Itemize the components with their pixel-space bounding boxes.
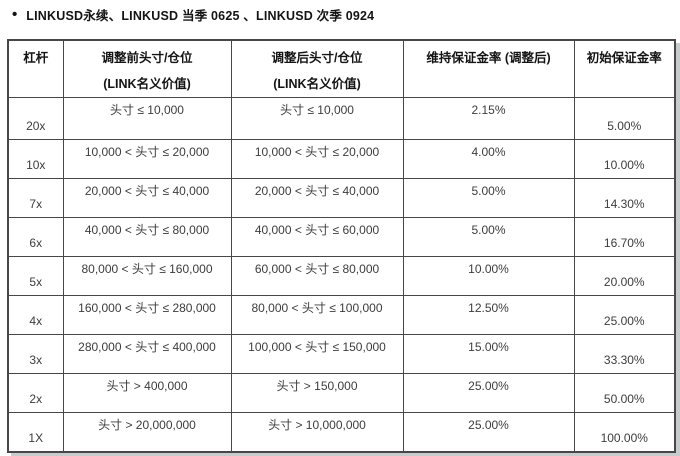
position-before-cell: 10,000 < 头寸 ≤ 20,000 bbox=[62, 139, 232, 179]
initial-margin-cell: 16.70% bbox=[573, 217, 676, 257]
maintenance-margin-cell: 5.00% bbox=[402, 217, 575, 257]
position-after-cell: 100,000 < 头寸 ≤ 150,000 bbox=[230, 334, 404, 374]
column-header-leverage: 杠杆 bbox=[7, 39, 64, 98]
maintenance-margin-cell: 15.00% bbox=[402, 334, 575, 374]
leverage-cell: 5x bbox=[7, 256, 64, 296]
table-row: 3x 280,000 < 头寸 ≤ 400,000 100,000 < 头寸 ≤… bbox=[7, 334, 676, 374]
initial-margin-cell: 5.00% bbox=[573, 97, 676, 140]
initial-margin-cell: 50.00% bbox=[573, 373, 676, 413]
leverage-margin-table: 杠杆 调整前头寸/仓位 (LINK名义价值) 调整后头寸/仓位 (LINK名义价… bbox=[7, 39, 676, 453]
table-header-row: 杠杆 调整前头寸/仓位 (LINK名义价值) 调整后头寸/仓位 (LINK名义价… bbox=[7, 39, 676, 98]
table-row: 7x 20,000 < 头寸 ≤ 40,000 20,000 < 头寸 ≤ 40… bbox=[7, 178, 676, 218]
maintenance-margin-cell: 25.00% bbox=[402, 412, 575, 452]
initial-margin-cell: 20.00% bbox=[573, 256, 676, 296]
position-after-cell: 头寸 > 150,000 bbox=[230, 373, 404, 413]
position-after-cell: 10,000 < 头寸 ≤ 20,000 bbox=[230, 139, 404, 179]
column-header-label: 杠杆 bbox=[23, 51, 49, 65]
leverage-cell: 1X bbox=[7, 412, 64, 452]
column-header-position-before: 调整前头寸/仓位 (LINK名义价值) bbox=[62, 39, 232, 98]
table-row: 20x 头寸 ≤ 10,000 头寸 ≤ 10,000 2.15% 5.00% bbox=[7, 97, 676, 140]
leverage-cell: 4x bbox=[7, 295, 64, 335]
initial-margin-cell: 100.00% bbox=[573, 412, 676, 452]
column-header-label: 调整前头寸/仓位 bbox=[101, 51, 193, 65]
position-before-cell: 280,000 < 头寸 ≤ 400,000 bbox=[62, 334, 232, 374]
leverage-cell: 20x bbox=[7, 97, 64, 140]
leverage-cell: 6x bbox=[7, 217, 64, 257]
position-after-cell: 头寸 ≤ 10,000 bbox=[230, 97, 404, 140]
position-before-cell: 头寸 > 20,000,000 bbox=[62, 412, 232, 452]
table-row: 2x 头寸 > 400,000 头寸 > 150,000 25.00% 50.0… bbox=[7, 373, 676, 413]
position-before-cell: 160,000 < 头寸 ≤ 280,000 bbox=[62, 295, 232, 335]
position-before-cell: 20,000 < 头寸 ≤ 40,000 bbox=[62, 178, 232, 218]
column-header-label: 维持保证金率 (调整后) bbox=[426, 51, 551, 65]
column-header-maintenance-margin: 维持保证金率 (调整后) bbox=[402, 39, 575, 98]
table-row: 5x 80,000 < 头寸 ≤ 160,000 60,000 < 头寸 ≤ 8… bbox=[7, 256, 676, 296]
initial-margin-cell: 33.30% bbox=[573, 334, 676, 374]
table-row: 4x 160,000 < 头寸 ≤ 280,000 80,000 < 头寸 ≤ … bbox=[7, 295, 676, 335]
position-before-cell: 80,000 < 头寸 ≤ 160,000 bbox=[62, 256, 232, 296]
contract-list-item: • LINKUSD永续、LINKUSD 当季 0625 、LINKUSD 次季 … bbox=[12, 5, 374, 24]
position-after-cell: 40,000 < 头寸 ≤ 60,000 bbox=[230, 217, 404, 257]
leverage-cell: 10x bbox=[7, 139, 64, 179]
position-after-cell: 头寸 > 10,000,000 bbox=[230, 412, 404, 452]
position-after-cell: 80,000 < 头寸 ≤ 100,000 bbox=[230, 295, 404, 335]
initial-margin-cell: 10.00% bbox=[573, 139, 676, 179]
position-before-cell: 头寸 ≤ 10,000 bbox=[62, 97, 232, 140]
column-header-initial-margin: 初始保证金率 bbox=[573, 39, 676, 98]
initial-margin-cell: 14.30% bbox=[573, 178, 676, 218]
table-row: 10x 10,000 < 头寸 ≤ 20,000 10,000 < 头寸 ≤ 2… bbox=[7, 139, 676, 179]
page-title: LINKUSD永续、LINKUSD 当季 0625 、LINKUSD 次季 09… bbox=[26, 9, 375, 23]
maintenance-margin-cell: 25.00% bbox=[402, 373, 575, 413]
column-header-sublabel: (LINK名义价值) bbox=[273, 77, 361, 91]
position-after-cell: 60,000 < 头寸 ≤ 80,000 bbox=[230, 256, 404, 296]
maintenance-margin-cell: 2.15% bbox=[402, 97, 575, 140]
position-after-cell: 20,000 < 头寸 ≤ 40,000 bbox=[230, 178, 404, 218]
maintenance-margin-cell: 4.00% bbox=[402, 139, 575, 179]
column-header-sublabel: (LINK名义价值) bbox=[103, 77, 191, 91]
initial-margin-cell: 25.00% bbox=[573, 295, 676, 335]
maintenance-margin-cell: 5.00% bbox=[402, 178, 575, 218]
maintenance-margin-cell: 12.50% bbox=[402, 295, 575, 335]
leverage-cell: 7x bbox=[7, 178, 64, 218]
table-row: 1X 头寸 > 20,000,000 头寸 > 10,000,000 25.00… bbox=[7, 412, 676, 452]
column-header-label: 初始保证金率 bbox=[586, 51, 662, 65]
column-header-label: 调整后头寸/仓位 bbox=[271, 51, 363, 65]
table-row: 6x 40,000 < 头寸 ≤ 80,000 40,000 < 头寸 ≤ 60… bbox=[7, 217, 676, 257]
leverage-cell: 3x bbox=[7, 334, 64, 374]
column-header-position-after: 调整后头寸/仓位 (LINK名义价值) bbox=[230, 39, 404, 98]
position-before-cell: 40,000 < 头寸 ≤ 80,000 bbox=[62, 217, 232, 257]
leverage-cell: 2x bbox=[7, 373, 64, 413]
position-before-cell: 头寸 > 400,000 bbox=[62, 373, 232, 413]
bullet-icon: • bbox=[12, 6, 18, 23]
maintenance-margin-cell: 10.00% bbox=[402, 256, 575, 296]
